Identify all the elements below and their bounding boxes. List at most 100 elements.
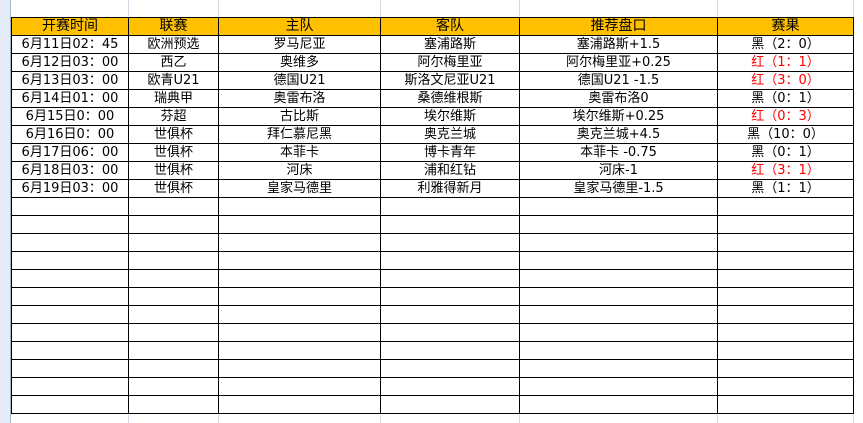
cell-time[interactable]: 6月17日06：00 — [11, 143, 129, 162]
cell-away[interactable]: 利雅得新月 — [380, 179, 520, 198]
cell-result[interactable]: 红（3：1） — [717, 161, 854, 180]
empty-cell[interactable] — [218, 251, 381, 270]
empty-cell[interactable] — [717, 215, 854, 234]
cell-home[interactable]: 拜仁慕尼黑 — [218, 125, 381, 144]
empty-cell[interactable] — [380, 287, 520, 306]
empty-cell[interactable] — [380, 233, 520, 252]
empty-cell[interactable] — [717, 269, 854, 288]
empty-cell[interactable] — [218, 305, 381, 324]
cell-home[interactable]: 皇家马德里 — [218, 179, 381, 198]
empty-cell[interactable] — [11, 341, 129, 360]
empty-cell[interactable] — [11, 251, 129, 270]
cell-time[interactable]: 6月18日03：00 — [11, 161, 129, 180]
cell-home[interactable]: 河床 — [218, 161, 381, 180]
empty-cell[interactable] — [218, 395, 381, 414]
empty-cell[interactable] — [128, 269, 219, 288]
empty-cell[interactable] — [380, 269, 520, 288]
empty-cell[interactable] — [380, 197, 520, 216]
cell-tip[interactable]: 奥雷布洛0 — [519, 89, 718, 108]
empty-cell[interactable] — [128, 323, 219, 342]
empty-cell[interactable] — [128, 233, 219, 252]
cell-home[interactable]: 古比斯 — [218, 107, 381, 126]
empty-cell[interactable] — [717, 251, 854, 270]
empty-cell[interactable] — [380, 305, 520, 324]
empty-cell[interactable] — [11, 359, 129, 378]
cell-league[interactable]: 世俱杯 — [128, 161, 219, 180]
header-cell[interactable]: 赛果 — [717, 17, 854, 36]
header-cell[interactable]: 主队 — [218, 17, 381, 36]
empty-cell[interactable] — [519, 215, 718, 234]
empty-cell[interactable] — [519, 323, 718, 342]
cell-time[interactable]: 6月11日02：45 — [11, 35, 129, 54]
cell-away[interactable]: 博卡青年 — [380, 143, 520, 162]
cell-time[interactable]: 6月14日01：00 — [11, 89, 129, 108]
empty-cell[interactable] — [128, 341, 219, 360]
empty-cell[interactable] — [519, 305, 718, 324]
empty-cell[interactable] — [717, 233, 854, 252]
empty-cell[interactable] — [11, 215, 129, 234]
cell-tip[interactable]: 皇家马德里-1.5 — [519, 179, 718, 198]
cell-league[interactable]: 芬超 — [128, 107, 219, 126]
empty-cell[interactable] — [717, 323, 854, 342]
empty-cell[interactable] — [11, 395, 129, 414]
empty-cell[interactable] — [519, 233, 718, 252]
empty-cell[interactable] — [717, 359, 854, 378]
empty-cell[interactable] — [218, 323, 381, 342]
cell-time[interactable]: 6月15日0：00 — [11, 107, 129, 126]
empty-cell[interactable] — [380, 377, 520, 396]
cell-tip[interactable]: 阿尔梅里亚+0.25 — [519, 53, 718, 72]
cell-league[interactable]: 欧洲预选 — [128, 35, 219, 54]
empty-cell[interactable] — [380, 359, 520, 378]
empty-cell[interactable] — [717, 395, 854, 414]
cell-away[interactable]: 奥克兰城 — [380, 125, 520, 144]
empty-cell[interactable] — [380, 395, 520, 414]
empty-cell[interactable] — [11, 233, 129, 252]
cell-result[interactable]: 黑（0：1） — [717, 143, 854, 162]
empty-cell[interactable] — [11, 323, 129, 342]
empty-cell[interactable] — [519, 341, 718, 360]
cell-result[interactable]: 黑（10：0） — [717, 125, 854, 144]
cell-result[interactable]: 红（0：3） — [717, 107, 854, 126]
empty-cell[interactable] — [717, 377, 854, 396]
empty-cell[interactable] — [519, 395, 718, 414]
cell-away[interactable]: 浦和红钻 — [380, 161, 520, 180]
cell-tip[interactable]: 埃尔维斯+0.25 — [519, 107, 718, 126]
empty-cell[interactable] — [519, 359, 718, 378]
empty-cell[interactable] — [380, 323, 520, 342]
cell-home[interactable]: 本菲卡 — [218, 143, 381, 162]
empty-cell[interactable] — [11, 377, 129, 396]
empty-cell[interactable] — [519, 197, 718, 216]
cell-league[interactable]: 世俱杯 — [128, 125, 219, 144]
header-cell[interactable]: 推荐盘口 — [519, 17, 718, 36]
empty-cell[interactable] — [128, 305, 219, 324]
cell-time[interactable]: 6月16日0：00 — [11, 125, 129, 144]
empty-cell[interactable] — [128, 287, 219, 306]
cell-away[interactable]: 桑德维根斯 — [380, 89, 520, 108]
cell-tip[interactable]: 奥克兰城+4.5 — [519, 125, 718, 144]
empty-cell[interactable] — [218, 269, 381, 288]
empty-cell[interactable] — [11, 197, 129, 216]
empty-cell[interactable] — [380, 215, 520, 234]
empty-cell[interactable] — [218, 359, 381, 378]
cell-away[interactable]: 埃尔维斯 — [380, 107, 520, 126]
empty-cell[interactable] — [380, 341, 520, 360]
cell-tip[interactable]: 塞浦路斯+1.5 — [519, 35, 718, 54]
cell-league[interactable]: 瑞典甲 — [128, 89, 219, 108]
empty-cell[interactable] — [128, 251, 219, 270]
cell-away[interactable]: 斯洛文尼亚U21 — [380, 71, 520, 90]
cell-away[interactable]: 阿尔梅里亚 — [380, 53, 520, 72]
empty-cell[interactable] — [11, 269, 129, 288]
empty-cell[interactable] — [11, 287, 129, 306]
empty-cell[interactable] — [218, 287, 381, 306]
empty-cell[interactable] — [128, 395, 219, 414]
cell-league[interactable]: 欧青U21 — [128, 71, 219, 90]
empty-cell[interactable] — [519, 251, 718, 270]
cell-league[interactable]: 世俱杯 — [128, 143, 219, 162]
row-header-strip[interactable] — [0, 0, 11, 423]
cell-time[interactable]: 6月19日03：00 — [11, 179, 129, 198]
empty-cell[interactable] — [128, 215, 219, 234]
cell-home[interactable]: 奥雷布洛 — [218, 89, 381, 108]
empty-cell[interactable] — [717, 305, 854, 324]
cell-tip[interactable]: 本菲卡 -0.75 — [519, 143, 718, 162]
cell-result[interactable]: 黑（1：1） — [717, 179, 854, 198]
